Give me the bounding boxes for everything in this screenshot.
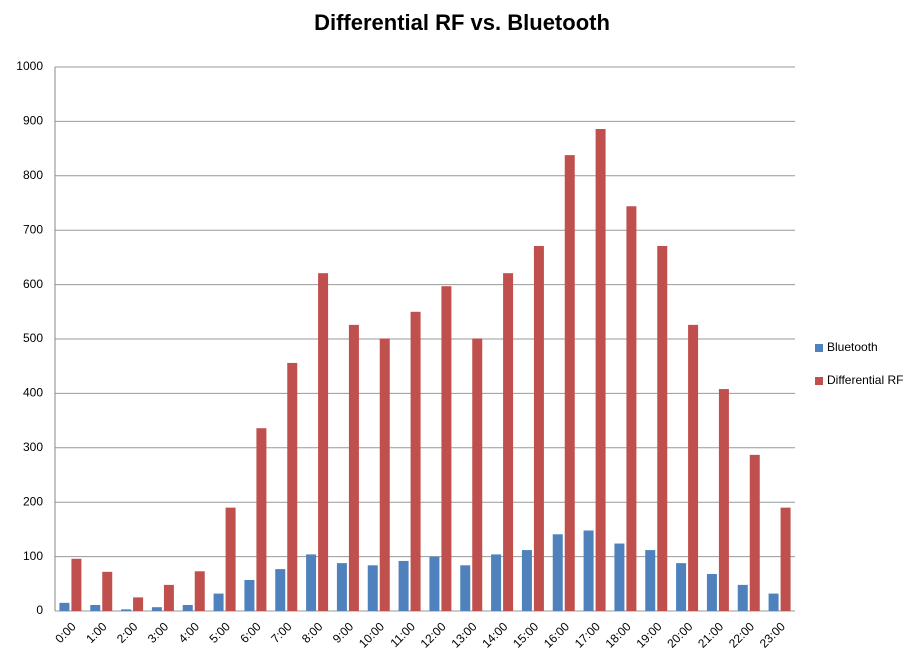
bar	[194, 571, 205, 611]
bar	[398, 560, 409, 611]
bar	[614, 543, 625, 611]
bar	[121, 609, 132, 611]
x-tick-label: 1:00	[83, 619, 110, 646]
bar	[552, 534, 563, 611]
x-tick-label: 19:00	[633, 619, 664, 650]
y-tick-label: 300	[23, 440, 43, 454]
x-tick-label: 10:00	[356, 619, 387, 650]
bar	[688, 324, 699, 611]
x-tick-label: 14:00	[479, 619, 510, 650]
bar	[306, 554, 317, 611]
x-tick-label: 6:00	[237, 619, 264, 646]
bar	[491, 554, 502, 611]
bar	[102, 571, 113, 611]
x-tick-label: 0:00	[52, 619, 79, 646]
bar	[318, 273, 329, 611]
x-tick-label: 12:00	[418, 619, 449, 650]
y-tick-label: 1000	[16, 59, 43, 73]
bar	[336, 563, 347, 611]
bar	[595, 129, 606, 612]
x-tick-label: 17:00	[572, 619, 603, 650]
y-tick-label: 900	[23, 114, 43, 128]
x-tick-label: 7:00	[268, 619, 295, 646]
bar	[225, 507, 236, 611]
y-tick-label: 600	[23, 277, 43, 291]
x-tick-label: 5:00	[207, 619, 234, 646]
bar	[583, 530, 594, 611]
y-tick-label: 400	[23, 386, 43, 400]
bar	[564, 155, 575, 612]
bar	[182, 605, 193, 611]
x-tick-label: 13:00	[448, 619, 479, 650]
legend-label: Bluetooth	[827, 340, 878, 354]
bar	[429, 556, 440, 611]
bar	[768, 593, 779, 611]
x-tick-label: 23:00	[757, 619, 788, 650]
bar	[503, 273, 514, 611]
x-tick-label: 4:00	[176, 619, 203, 646]
legend-swatch	[815, 377, 823, 385]
x-tick-label: 20:00	[664, 619, 695, 650]
chart-title: Differential RF vs. Bluetooth	[314, 10, 610, 35]
y-tick-label: 800	[23, 168, 43, 182]
bar	[410, 311, 421, 611]
y-tick-label: 200	[23, 494, 43, 508]
bar	[706, 574, 717, 611]
x-tick-label: 3:00	[145, 619, 172, 646]
bar	[749, 454, 760, 611]
legend-label: Differential RF	[827, 373, 903, 387]
x-tick-label: 8:00	[299, 619, 326, 646]
bar	[71, 558, 82, 611]
bar	[133, 597, 144, 611]
x-tick-label: 9:00	[330, 619, 357, 646]
bar	[780, 507, 791, 611]
bar	[213, 593, 224, 611]
x-tick-label: 18:00	[603, 619, 634, 650]
x-tick-label: 21:00	[695, 619, 726, 650]
bar	[151, 607, 162, 611]
x-tick-label: 2:00	[114, 619, 141, 646]
bar	[460, 565, 471, 611]
bar	[256, 428, 267, 611]
bar	[657, 245, 668, 611]
bar	[441, 286, 452, 611]
bar	[287, 362, 298, 611]
y-tick-label: 700	[23, 222, 43, 236]
bar	[348, 324, 359, 611]
bar	[379, 338, 390, 611]
bar	[244, 579, 255, 611]
bar	[676, 563, 687, 611]
x-tick-label: 15:00	[510, 619, 541, 650]
bar	[521, 550, 532, 611]
bar	[472, 338, 483, 611]
bar	[718, 389, 729, 611]
x-tick-label: 16:00	[541, 619, 572, 650]
bar	[90, 605, 101, 611]
y-tick-label: 100	[23, 549, 43, 563]
bar	[645, 550, 656, 611]
bar	[275, 569, 286, 611]
legend-swatch	[815, 344, 823, 352]
bar	[737, 584, 748, 611]
bar	[626, 206, 637, 611]
x-tick-label: 11:00	[387, 619, 418, 650]
x-tick-label: 22:00	[726, 619, 757, 650]
y-tick-label: 0	[36, 603, 43, 617]
y-tick-label: 500	[23, 331, 43, 345]
bar	[533, 245, 544, 611]
bar	[163, 584, 174, 611]
bar	[367, 565, 378, 611]
bar	[59, 602, 70, 611]
